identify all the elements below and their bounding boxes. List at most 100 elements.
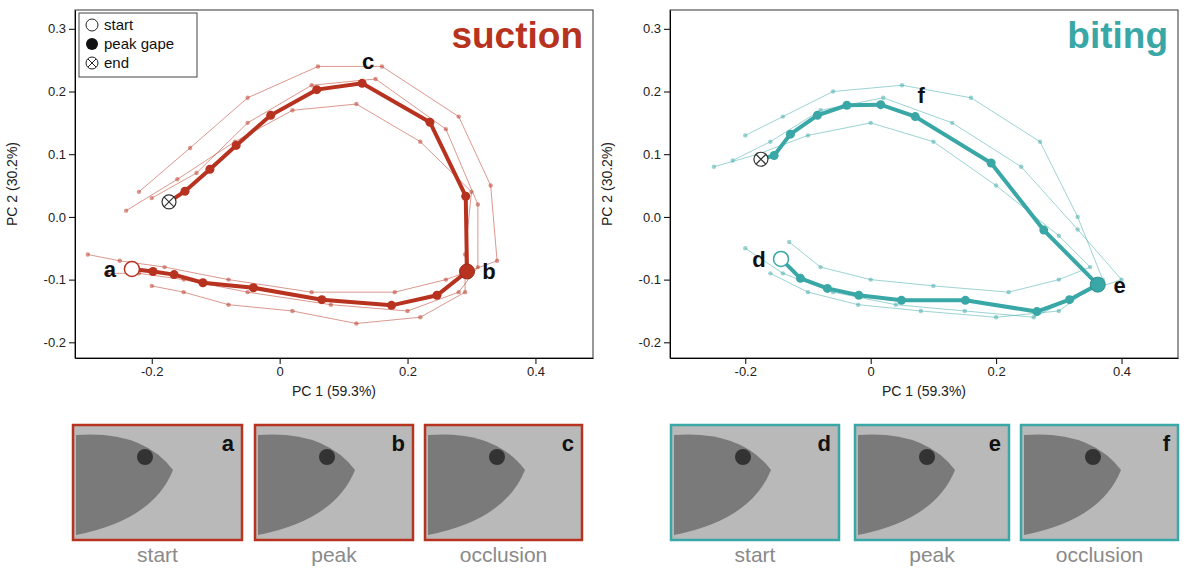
y-tick-label: 0.0 (643, 210, 661, 225)
y-tick: -0.2 (44, 335, 75, 350)
y-tick: 0.3 (48, 21, 75, 36)
plot-frame (670, 10, 1178, 358)
plot-frame (75, 10, 593, 358)
x-tick-line (408, 358, 409, 364)
mean-point (813, 111, 822, 120)
frame-caption: start (137, 543, 178, 566)
trial-point (373, 77, 377, 81)
x-tick: 0.4 (527, 358, 545, 379)
trial-point (806, 133, 810, 137)
trial-point (1057, 234, 1061, 238)
y-tick-label: -0.2 (639, 335, 661, 350)
frame-letter: d (818, 431, 831, 456)
trial-point (309, 290, 313, 294)
x-tick-label: 0.4 (1113, 364, 1131, 379)
mean-point (387, 301, 396, 310)
mean-point (1065, 295, 1074, 304)
y-tick-line (664, 154, 670, 155)
y-axis-line (670, 11, 671, 359)
peak-marker (1090, 277, 1105, 292)
trial-line (107, 79, 478, 311)
legend-label: peak gape (104, 35, 174, 52)
trial-point (931, 284, 935, 288)
trial-point (175, 177, 179, 181)
frame-caption: peak (909, 543, 955, 566)
trial-point (931, 139, 935, 143)
trial-point (1006, 290, 1010, 294)
y-tick-line (69, 92, 75, 93)
point-label: a (104, 257, 117, 282)
y-tick-label: 0.3 (643, 21, 661, 36)
mean-point (170, 270, 179, 279)
trial-point (329, 303, 333, 307)
x-tick: -0.2 (735, 358, 757, 379)
trial-point (245, 96, 249, 100)
trial-point (418, 315, 422, 319)
mean-point (897, 296, 906, 305)
y-axis-title: PC 2 (30.2%) (4, 142, 20, 226)
x-tick-line (745, 358, 746, 364)
x-axis-title: PC 1 (59.3%) (882, 383, 966, 399)
y-tick: 0.1 (48, 147, 75, 162)
trial-point (354, 321, 358, 325)
mean-point (461, 192, 470, 201)
mean-point (266, 111, 275, 120)
y-axis: -0.2-0.10.00.10.20.3 (639, 11, 671, 359)
y-tick-line (664, 342, 670, 343)
mean-point (796, 274, 805, 283)
trial-point (919, 309, 923, 313)
y-tick-label: -0.2 (44, 335, 66, 350)
trial-point (994, 183, 998, 187)
trial-line (714, 123, 1090, 292)
trial-point (868, 277, 872, 281)
y-axis-line (75, 11, 76, 359)
trial-point (309, 83, 313, 87)
y-tick-label: -0.1 (639, 272, 661, 287)
panel: -0.200.20.4-0.2-0.10.00.10.20.3PC 1 (59.… (599, 10, 1179, 566)
x-tick-line (996, 358, 997, 364)
frame-caption: peak (311, 543, 357, 566)
mean-point (249, 283, 258, 292)
peak-marker (460, 264, 475, 279)
video-frame: d (671, 425, 839, 540)
x-tick-line (871, 358, 872, 364)
trial-point (787, 240, 791, 244)
y-tick-line (69, 280, 75, 281)
start-marker (774, 251, 789, 266)
marks (86, 64, 500, 325)
frame-letter: c (562, 431, 574, 456)
mean-line (132, 83, 467, 305)
trial-point (150, 284, 154, 288)
x-tick-label: 0.2 (399, 364, 417, 379)
video-frame: a (73, 425, 242, 540)
x-tick: 0 (277, 358, 284, 379)
video-frame: e (855, 425, 1009, 540)
trial-line (126, 104, 471, 323)
frame-letter: a (222, 431, 235, 456)
y-tick-line (69, 154, 75, 155)
frame-letter: f (1163, 431, 1171, 456)
mean-point (358, 79, 367, 88)
y-tick-line (664, 29, 670, 30)
trial-point (1075, 215, 1079, 219)
x-tick-label: -0.2 (141, 364, 163, 379)
trial-point (182, 290, 186, 294)
mean-point (770, 151, 779, 160)
panel: -0.200.20.4-0.2-0.10.00.10.20.3PC 1 (59.… (4, 10, 594, 566)
trial-point (831, 89, 835, 93)
trial-point (950, 121, 954, 125)
y-tick-line (69, 217, 75, 218)
trial-point (1019, 165, 1023, 169)
marks (712, 83, 1124, 319)
legend: startpeak gapeend (79, 13, 197, 77)
trial-point (226, 277, 230, 281)
frame-caption: occlusion (460, 543, 548, 566)
trial-point (900, 83, 904, 87)
y-tick: 0.1 (643, 147, 670, 162)
trial-point (444, 277, 448, 281)
frame-caption: occlusion (1056, 543, 1144, 566)
trial-point (969, 96, 973, 100)
x-tick: 0 (868, 358, 875, 379)
end-marker (162, 195, 176, 209)
y-tick: 0.0 (48, 210, 75, 225)
